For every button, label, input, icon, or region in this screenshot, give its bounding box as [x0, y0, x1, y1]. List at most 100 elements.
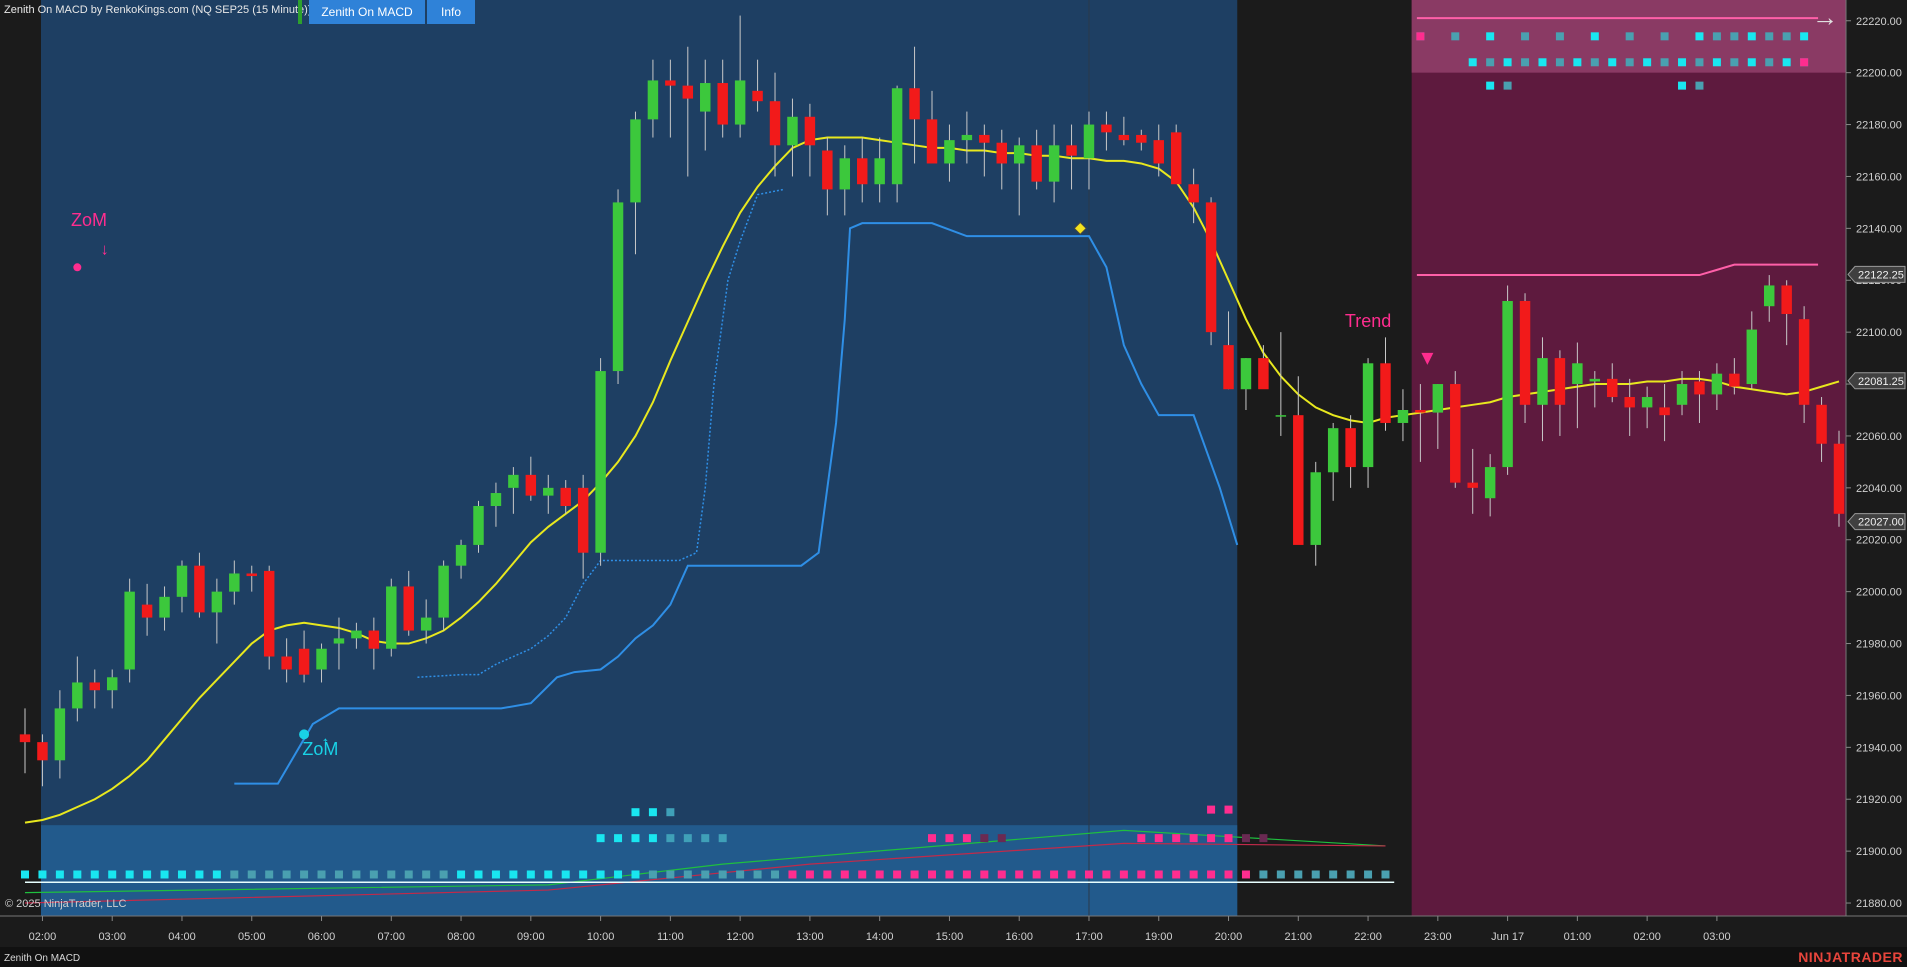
- signal-square: [334, 870, 343, 879]
- signal-square: [1241, 870, 1250, 879]
- signal-square: [771, 870, 780, 879]
- candle-body: [263, 570, 275, 657]
- signal-square: [1730, 32, 1739, 41]
- y-axis-area: [1846, 0, 1907, 916]
- signal-square: [282, 870, 291, 879]
- candle-body: [403, 586, 414, 631]
- signal-square: [1800, 58, 1809, 67]
- candle-body: [1467, 482, 1478, 488]
- y-tick-label: 22160.00: [1856, 171, 1902, 183]
- x-tick-label: 13:00: [796, 931, 824, 943]
- candle-body: [1746, 329, 1758, 385]
- signal-square: [1782, 32, 1791, 41]
- signal-square: [1765, 58, 1774, 67]
- signal-square: [1555, 32, 1564, 41]
- signal-square: [1189, 834, 1198, 843]
- signal-square: [1800, 32, 1809, 41]
- candle-body: [1205, 202, 1217, 333]
- pink-zone: [1411, 0, 1846, 916]
- x-tick-label: 16:00: [1005, 931, 1033, 943]
- x-tick-label: 05:00: [238, 931, 266, 943]
- x-tick-label: 03:00: [98, 931, 126, 943]
- signal-square: [1678, 58, 1687, 67]
- candle-body: [856, 158, 868, 185]
- candle-body: [874, 158, 885, 185]
- candle-body: [351, 630, 362, 639]
- signal-square: [701, 834, 710, 843]
- candle-body: [1397, 409, 1409, 423]
- signal-square: [1712, 58, 1721, 67]
- candle-body: [1362, 363, 1374, 468]
- indicator-panel-label: Zenith On MACD: [4, 953, 81, 964]
- signal-square: [247, 870, 256, 879]
- candle-body: [1711, 373, 1723, 395]
- candle-body: [1729, 373, 1740, 387]
- signal-square: [1207, 805, 1216, 814]
- signal-square: [1346, 870, 1355, 879]
- signal-square: [352, 870, 361, 879]
- signal-square: [55, 870, 64, 879]
- signal-square: [1137, 870, 1146, 879]
- signal-square: [1067, 870, 1076, 879]
- candle-body: [1502, 301, 1513, 468]
- candle-body: [1066, 145, 1077, 156]
- candle-body: [996, 142, 1008, 164]
- candle-body: [333, 638, 345, 644]
- signal-square: [614, 870, 623, 879]
- candle-body: [1223, 345, 1234, 390]
- candle-body: [1293, 415, 1304, 545]
- x-tick-label: 19:00: [1145, 931, 1173, 943]
- signal-square: [439, 870, 448, 879]
- signal-square: [1102, 870, 1111, 879]
- candle-body: [1781, 285, 1792, 314]
- signal-square: [561, 870, 570, 879]
- price-marker: [1847, 372, 1906, 390]
- signal-square: [1451, 32, 1460, 41]
- signal-square: [614, 834, 623, 843]
- signal-square: [1084, 870, 1093, 879]
- signal-square: [1224, 870, 1233, 879]
- signal-square: [997, 834, 1006, 843]
- signal-square: [962, 834, 971, 843]
- signal-square: [1311, 870, 1320, 879]
- candle-body: [54, 708, 66, 761]
- signal-square: [1241, 834, 1250, 843]
- candle-body: [612, 202, 624, 372]
- candle-body: [1763, 285, 1775, 307]
- candle-body: [1118, 134, 1130, 141]
- signal-square: [1695, 81, 1704, 90]
- y-tick-label: 21920.00: [1856, 794, 1902, 806]
- signal-square: [1590, 32, 1599, 41]
- signal-square: [1259, 870, 1268, 879]
- candle-body: [560, 487, 571, 507]
- signal-square: [1521, 32, 1530, 41]
- arrow-right-icon[interactable]: →: [1812, 2, 1838, 32]
- candle-body: [89, 682, 101, 691]
- candle-body: [839, 158, 851, 190]
- trailing-stop-line: [234, 222, 1239, 785]
- candle-body: [717, 83, 728, 125]
- signal-square: [945, 870, 954, 879]
- tab-info[interactable]: Info: [427, 0, 475, 24]
- signal-square: [1573, 58, 1582, 67]
- signal-square: [788, 870, 797, 879]
- candle-body: [577, 487, 589, 553]
- price-marker-label: 22122.25: [1858, 269, 1904, 281]
- signal-square: [108, 870, 117, 879]
- diamond-marker: [1073, 221, 1087, 236]
- signal-square: [1381, 870, 1390, 879]
- x-tick-label: 02:00: [1633, 931, 1661, 943]
- candle-body: [1170, 132, 1182, 185]
- x-tick-label: 15:00: [936, 931, 964, 943]
- signal-square: [718, 870, 727, 879]
- candle-body: [647, 80, 659, 120]
- tab-zenith-on-macd[interactable]: Zenith On MACD: [309, 0, 425, 24]
- signal-square: [683, 834, 692, 843]
- candle-body: [1589, 378, 1601, 382]
- candle-body: [229, 573, 240, 592]
- x-tick-label: 10:00: [587, 931, 615, 943]
- candle-body: [298, 648, 310, 675]
- signal-square: [701, 870, 710, 879]
- signal-square: [491, 870, 500, 879]
